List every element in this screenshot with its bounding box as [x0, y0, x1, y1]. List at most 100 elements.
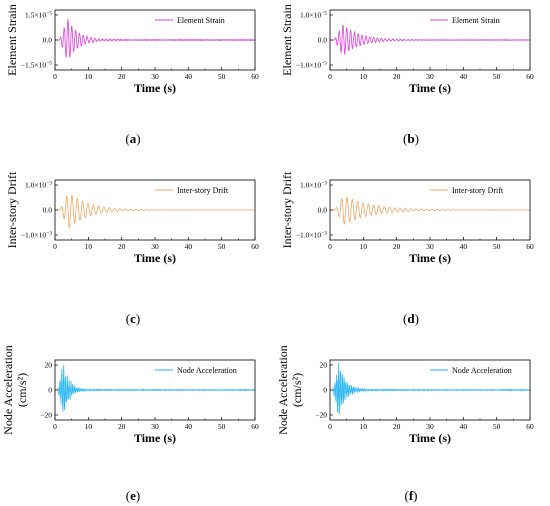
x-tick-label: 20	[393, 242, 401, 251]
y-tick-label: 0.0	[43, 36, 53, 45]
y-axis-label: Inter-story Drift	[280, 171, 294, 248]
x-tick-label: 50	[493, 242, 501, 251]
y-axis-label: Element Strain	[5, 4, 19, 76]
x-tick-label: 30	[426, 242, 434, 251]
x-tick-label: 0	[53, 242, 57, 251]
x-tick-label: 10	[360, 72, 368, 81]
x-tick-label: 10	[360, 242, 368, 251]
x-tick-label: 20	[118, 242, 126, 251]
y-tick-label: 1.0×10−3	[300, 181, 327, 190]
y-tick-label: 1.0×10−3	[25, 181, 52, 190]
y-axis-label: Node Acceleration	[276, 345, 290, 435]
series-line	[330, 196, 531, 225]
x-tick-label: 10	[360, 422, 368, 431]
series-line	[55, 364, 256, 412]
x-tick-label: 40	[185, 72, 193, 81]
x-tick-label: 0	[53, 72, 57, 81]
legend-label: Node Acceleration	[452, 366, 512, 375]
y-axis-unit: (cm/s²)	[15, 373, 29, 407]
chart-panel-b: 0 10 20 30 40 50 60 1.0×10−5 0.0 −1.0×10−5 Time (s…	[280, 4, 534, 95]
legend-label: Inter-story Drift	[452, 186, 504, 195]
y-axis-label: Element Strain	[280, 4, 294, 76]
y-tick-label: 0	[48, 386, 52, 395]
caption-e: (e)	[125, 488, 141, 503]
x-tick-label: 0	[328, 422, 332, 431]
x-tick-label: 30	[151, 242, 159, 251]
x-tick-label: 40	[185, 242, 193, 251]
caption-letter: f	[408, 488, 414, 503]
caption-b: (b)	[403, 131, 419, 146]
caption-letter: c	[130, 311, 136, 326]
series-line	[55, 18, 256, 58]
caption-d: (d)	[403, 311, 419, 326]
y-tick-label: 0.0	[318, 206, 328, 215]
x-tick-label: 30	[426, 72, 434, 81]
caption-letter: a	[129, 131, 137, 146]
x-tick-label: 60	[526, 422, 534, 431]
y-tick-label: 0	[323, 386, 327, 395]
x-tick-label: 20	[393, 422, 401, 431]
x-tick-label: 60	[526, 72, 534, 81]
y-axis-label: Inter-story Drift	[5, 171, 19, 248]
x-axis-label: Time (s)	[409, 431, 451, 445]
caption-c: (c)	[125, 311, 141, 326]
series-line	[330, 24, 531, 55]
y-tick-label: 0.0	[318, 36, 328, 45]
x-tick-label: 60	[526, 242, 534, 251]
x-tick-label: 40	[185, 422, 193, 431]
x-tick-label: 20	[118, 72, 126, 81]
x-tick-label: 10	[85, 422, 93, 431]
x-axis-label: Time (s)	[134, 431, 176, 445]
x-tick-label: 30	[151, 72, 159, 81]
x-tick-label: 20	[118, 422, 126, 431]
y-tick-label: 1.0×10−5	[300, 11, 327, 20]
x-tick-label: 60	[251, 242, 259, 251]
y-tick-label: −1.5×10−5	[21, 61, 52, 70]
x-axis-label: Time (s)	[409, 81, 451, 95]
x-axis-label: Time (s)	[134, 81, 176, 95]
caption-f: (f)	[404, 488, 418, 503]
x-tick-label: 50	[493, 72, 501, 81]
legend-label: Element Strain	[452, 16, 500, 25]
caption-letter: e	[130, 488, 136, 503]
x-tick-label: 50	[218, 242, 226, 251]
caption-letter: d	[407, 311, 415, 326]
x-tick-label: 30	[426, 422, 434, 431]
y-tick-label: −1.0×10−3	[296, 231, 327, 240]
legend-label: Inter-story Drift	[177, 186, 229, 195]
y-axis-unit: (cm/s²)	[290, 373, 304, 407]
x-tick-label: 0	[328, 72, 332, 81]
x-tick-label: 50	[218, 422, 226, 431]
x-tick-label: 50	[218, 72, 226, 81]
y-tick-label: −1.0×10−3	[21, 231, 52, 240]
caption-letter: b	[407, 131, 415, 146]
y-tick-label: −20	[315, 411, 327, 420]
x-tick-label: 10	[85, 72, 93, 81]
legend-label: Node Acceleration	[177, 366, 237, 375]
y-tick-label: 1.5×10−5	[25, 11, 52, 20]
y-tick-label: 20	[45, 361, 53, 370]
chart-panel-c: 0 10 20 30 40 50 60 1.0×10−3 0.0 −1.0×10−3 Time (s…	[5, 171, 259, 265]
x-tick-label: 50	[493, 422, 501, 431]
x-axis-label: Time (s)	[134, 251, 176, 265]
y-tick-label: 0.0	[43, 206, 53, 215]
chart-panel-a: 0 10 20 30 40 50 60 1.5×10−5 0.0 −1.5×10−5 Time (s…	[5, 4, 259, 95]
x-tick-label: 30	[151, 422, 159, 431]
x-tick-label: 20	[393, 72, 401, 81]
x-tick-label: 10	[85, 242, 93, 251]
caption-a: (a)	[125, 131, 141, 146]
x-axis-label: Time (s)	[409, 251, 451, 265]
x-tick-label: 0	[53, 422, 57, 431]
series-line	[330, 362, 531, 415]
x-tick-label: 0	[328, 242, 332, 251]
legend-label: Element Strain	[177, 16, 225, 25]
y-tick-label: 20	[320, 361, 328, 370]
y-tick-label: −20	[40, 411, 52, 420]
y-axis-label: Node Acceleration	[1, 345, 15, 435]
x-tick-label: 40	[460, 422, 468, 431]
chart-panel-d: 0 10 20 30 40 50 60 1.0×10−3 0.0 −1.0×10−3 Time (s…	[280, 171, 534, 265]
x-tick-label: 40	[460, 242, 468, 251]
x-tick-label: 60	[251, 72, 259, 81]
